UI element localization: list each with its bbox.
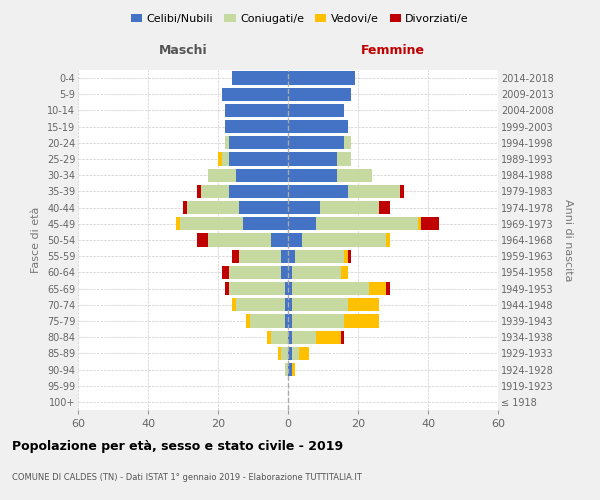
- Bar: [179, 217, 242, 230]
- Bar: [386, 282, 389, 295]
- Text: Maschi: Maschi: [158, 44, 208, 57]
- Bar: [288, 363, 292, 376]
- Bar: [288, 152, 337, 166]
- Bar: [197, 234, 208, 246]
- Bar: [288, 234, 302, 246]
- Bar: [337, 152, 351, 166]
- Bar: [281, 266, 288, 279]
- Bar: [225, 120, 288, 134]
- Bar: [221, 152, 229, 166]
- Text: Femmine: Femmine: [361, 44, 425, 57]
- Bar: [341, 330, 344, 344]
- Bar: [292, 298, 347, 312]
- Bar: [288, 120, 347, 134]
- Bar: [284, 314, 288, 328]
- Bar: [400, 185, 404, 198]
- Bar: [235, 298, 284, 312]
- Bar: [288, 72, 355, 85]
- Bar: [292, 282, 368, 295]
- Bar: [292, 363, 295, 376]
- Bar: [292, 314, 344, 328]
- Bar: [271, 330, 288, 344]
- Bar: [386, 234, 389, 246]
- Bar: [239, 201, 288, 214]
- Bar: [288, 136, 344, 149]
- Bar: [341, 266, 347, 279]
- Bar: [288, 201, 320, 214]
- Bar: [183, 201, 187, 214]
- Bar: [316, 217, 418, 230]
- Bar: [288, 266, 292, 279]
- Y-axis label: Fasce di età: Fasce di età: [31, 207, 41, 273]
- Bar: [284, 298, 288, 312]
- Bar: [197, 185, 200, 198]
- Bar: [288, 104, 344, 117]
- Bar: [288, 185, 347, 198]
- Bar: [344, 136, 351, 149]
- Bar: [187, 201, 239, 214]
- Bar: [225, 136, 229, 149]
- Bar: [281, 250, 288, 263]
- Bar: [176, 217, 179, 230]
- Bar: [344, 250, 347, 263]
- Bar: [221, 266, 229, 279]
- Bar: [225, 104, 288, 117]
- Bar: [281, 346, 288, 360]
- Bar: [229, 185, 288, 198]
- Bar: [232, 72, 288, 85]
- Bar: [277, 346, 281, 360]
- Bar: [288, 330, 292, 344]
- Text: COMUNE DI CALDES (TN) - Dati ISTAT 1° gennaio 2019 - Elaborazione TUTTITALIA.IT: COMUNE DI CALDES (TN) - Dati ISTAT 1° ge…: [12, 473, 362, 482]
- Bar: [295, 250, 344, 263]
- Bar: [232, 250, 239, 263]
- Bar: [229, 136, 288, 149]
- Bar: [288, 168, 337, 182]
- Bar: [320, 201, 379, 214]
- Bar: [337, 168, 372, 182]
- Bar: [302, 234, 386, 246]
- Bar: [208, 234, 271, 246]
- Bar: [347, 298, 379, 312]
- Bar: [200, 185, 229, 198]
- Bar: [368, 282, 386, 295]
- Bar: [218, 152, 221, 166]
- Bar: [267, 330, 271, 344]
- Bar: [288, 314, 292, 328]
- Bar: [347, 185, 400, 198]
- Text: Popolazione per età, sesso e stato civile - 2019: Popolazione per età, sesso e stato civil…: [12, 440, 343, 453]
- Bar: [229, 266, 281, 279]
- Bar: [208, 168, 235, 182]
- Bar: [229, 152, 288, 166]
- Bar: [288, 346, 292, 360]
- Bar: [225, 282, 229, 295]
- Bar: [288, 88, 351, 101]
- Bar: [316, 330, 341, 344]
- Bar: [379, 201, 389, 214]
- Bar: [271, 234, 288, 246]
- Bar: [288, 298, 292, 312]
- Bar: [421, 217, 439, 230]
- Bar: [250, 314, 284, 328]
- Bar: [347, 250, 351, 263]
- Bar: [235, 168, 288, 182]
- Bar: [288, 250, 295, 263]
- Y-axis label: Anni di nascita: Anni di nascita: [563, 198, 573, 281]
- Bar: [292, 266, 341, 279]
- Bar: [246, 314, 250, 328]
- Bar: [299, 346, 309, 360]
- Bar: [239, 250, 281, 263]
- Legend: Celibi/Nubili, Coniugati/e, Vedovi/e, Divorziati/e: Celibi/Nubili, Coniugati/e, Vedovi/e, Di…: [128, 10, 472, 27]
- Bar: [284, 282, 288, 295]
- Bar: [292, 330, 316, 344]
- Bar: [288, 282, 292, 295]
- Bar: [284, 363, 288, 376]
- Bar: [418, 217, 421, 230]
- Bar: [221, 88, 288, 101]
- Bar: [344, 314, 379, 328]
- Bar: [242, 217, 288, 230]
- Bar: [232, 298, 235, 312]
- Bar: [292, 346, 299, 360]
- Bar: [288, 217, 316, 230]
- Bar: [229, 282, 284, 295]
